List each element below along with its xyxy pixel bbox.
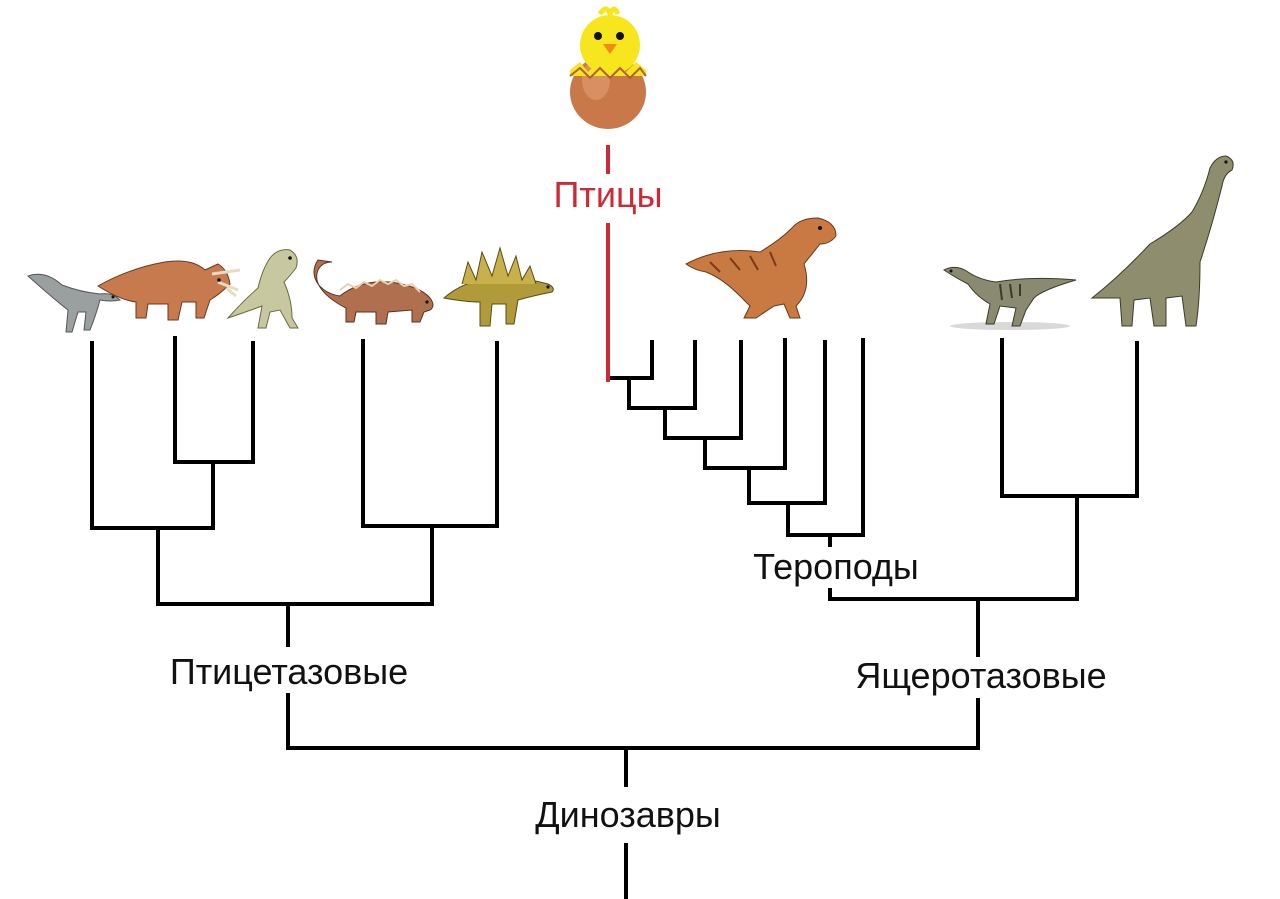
iguanodont-icon [27,273,122,333]
label-ornithischia: Птицетазовые [170,651,408,692]
tree-branches [90,145,1139,899]
brachiosaurus-icon [1090,155,1234,327]
chick-in-egg-icon [569,6,647,129]
label-birds: Птицы [554,174,663,215]
ankylosaurus-icon [313,259,434,325]
label-dinosaurs: Динозавры [535,794,721,835]
pachycephalosaurus-icon [226,249,299,329]
triceratops-icon [97,260,241,321]
tyrannosaurus-icon [685,217,837,319]
stegosaurus-icon [442,246,554,327]
prosauropod-icon [943,266,1077,330]
label-saurischia: Ящеротазовые [855,655,1106,696]
label-theropods: Тероподы [753,546,919,587]
